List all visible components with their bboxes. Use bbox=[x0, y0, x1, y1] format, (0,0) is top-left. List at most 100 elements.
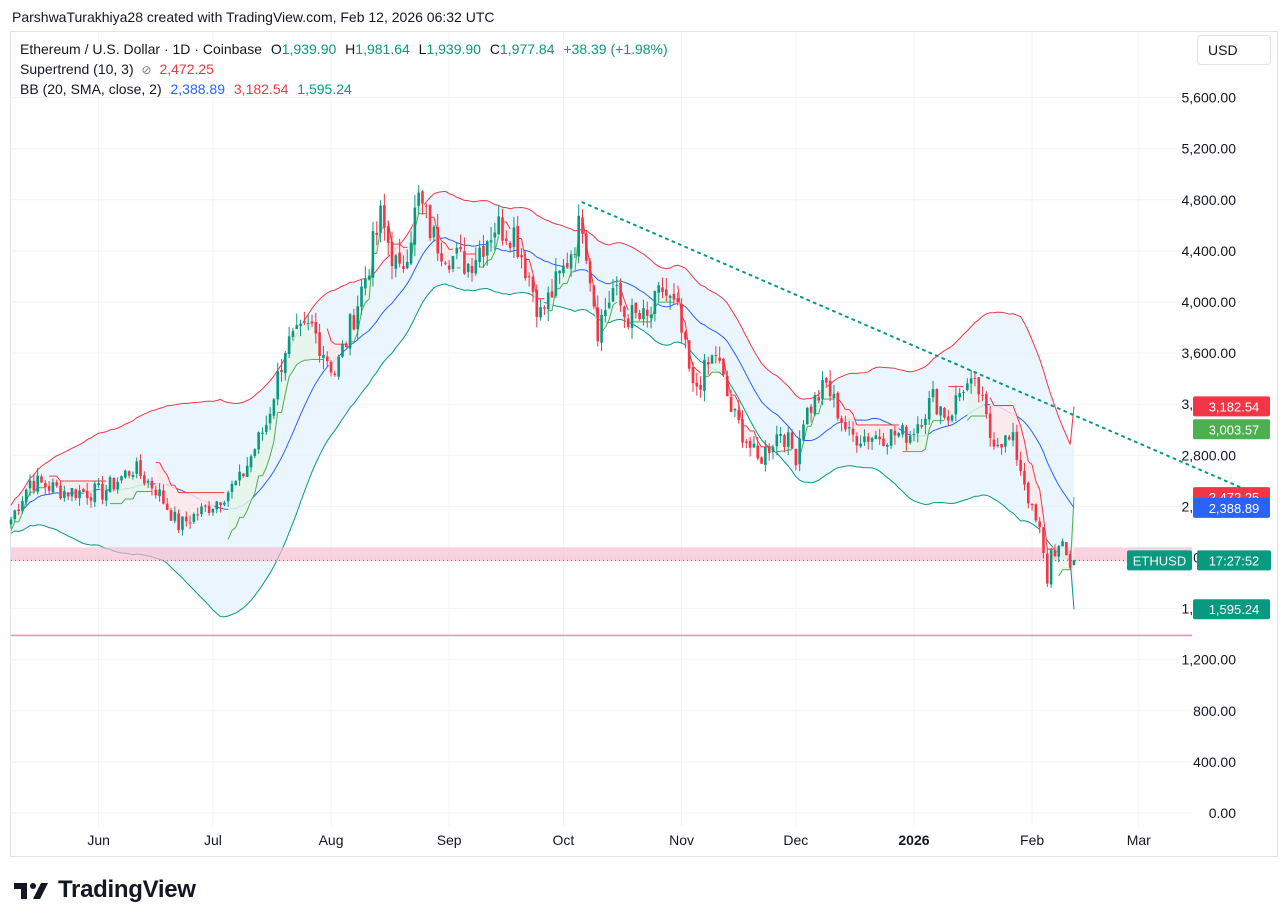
candle-down bbox=[352, 308, 356, 331]
candle-body bbox=[908, 435, 912, 443]
candle-body bbox=[813, 395, 817, 415]
candle-body bbox=[634, 302, 638, 314]
currency-button[interactable]: USD bbox=[1197, 35, 1271, 65]
trendline bbox=[581, 201, 1251, 493]
candle-up bbox=[322, 345, 325, 370]
candle-body bbox=[226, 492, 230, 502]
supertrend-label[interactable]: Supertrend (10, 3) bbox=[20, 60, 134, 77]
candle-body bbox=[966, 383, 969, 391]
bb-label[interactable]: BB (20, SMA, close, 2) bbox=[20, 81, 162, 97]
candle-up bbox=[668, 294, 672, 310]
candle-up bbox=[546, 286, 550, 322]
candle-up bbox=[870, 436, 874, 451]
candle-up bbox=[124, 469, 127, 479]
candle-body bbox=[1057, 546, 1061, 557]
candle-body bbox=[234, 481, 238, 486]
supertrend-up-segment bbox=[608, 304, 614, 320]
candle-body bbox=[478, 247, 481, 262]
chart-caption: ParshwaTurakhiya28 created with TradingV… bbox=[12, 9, 495, 25]
supertrend-up-segment bbox=[273, 412, 279, 442]
candle-down bbox=[748, 436, 752, 457]
candle-body bbox=[1026, 482, 1030, 504]
candle-body bbox=[43, 482, 47, 488]
candle-down bbox=[935, 388, 939, 416]
candle-down bbox=[809, 404, 813, 423]
symbol-tag[interactable] bbox=[1127, 550, 1192, 571]
descending-trendline[interactable] bbox=[581, 201, 1251, 493]
candle-body bbox=[607, 302, 611, 308]
x-tick-label: Aug bbox=[319, 832, 344, 848]
candle-up bbox=[97, 477, 100, 489]
visibility-off-icon[interactable]: ⊘ bbox=[141, 62, 152, 77]
legend-supertrend-row: Supertrend (10, 3) ⊘ 2,472.25 bbox=[20, 60, 668, 81]
supertrend-down-fill bbox=[1009, 405, 1014, 440]
candle-up bbox=[394, 253, 398, 278]
candle-up bbox=[1004, 435, 1007, 453]
candle-body bbox=[1015, 431, 1019, 461]
supertrend-down-segment bbox=[852, 414, 858, 426]
candle-body bbox=[329, 361, 333, 373]
candle-body bbox=[668, 295, 672, 298]
supertrend-down-segment bbox=[159, 462, 164, 471]
supertrend-up-fill bbox=[243, 465, 248, 518]
supertrend-up-fill bbox=[662, 291, 667, 303]
candle-body bbox=[573, 253, 577, 255]
candle-body bbox=[649, 314, 653, 318]
candle-body bbox=[9, 519, 13, 525]
candle-down bbox=[729, 389, 733, 413]
candle-up bbox=[798, 430, 801, 472]
supertrend-up-segment bbox=[810, 413, 816, 427]
candle-down bbox=[714, 346, 718, 364]
candle-down bbox=[741, 410, 744, 448]
candle-body bbox=[832, 393, 836, 399]
supertrend-up-segment bbox=[246, 500, 252, 511]
candle-body bbox=[356, 306, 360, 330]
candle-down bbox=[85, 482, 89, 505]
candle-body bbox=[1072, 560, 1076, 566]
candle-body bbox=[1030, 504, 1034, 506]
candle-down bbox=[527, 272, 531, 287]
candle-down bbox=[718, 346, 721, 364]
symbol-title[interactable]: Ethereum / U.S. Dollar · 1D · Coinbase bbox=[20, 41, 262, 57]
supertrend-up-segment bbox=[262, 467, 267, 476]
candle-down bbox=[127, 470, 131, 479]
candle-down bbox=[383, 193, 386, 241]
candle-up bbox=[226, 490, 230, 507]
candle-body bbox=[969, 378, 973, 384]
candle-body bbox=[127, 471, 131, 476]
open-label: O bbox=[270, 41, 282, 57]
tradingview-logo: TradingView bbox=[14, 876, 196, 904]
supertrend-down-fill bbox=[197, 492, 202, 516]
candle-down bbox=[386, 220, 390, 256]
candle-body bbox=[954, 395, 958, 415]
candle-up bbox=[36, 468, 39, 495]
candle-body bbox=[78, 490, 81, 499]
candle-up bbox=[93, 481, 97, 507]
candle-down bbox=[1015, 424, 1019, 466]
supertrend-down-segment bbox=[1020, 426, 1025, 442]
candle-body bbox=[1011, 432, 1015, 441]
candle-body bbox=[459, 246, 462, 250]
y-tick-label: 1,200.00 bbox=[1182, 652, 1237, 668]
candle-down bbox=[47, 481, 51, 496]
candle-body bbox=[66, 492, 70, 497]
supertrend-down-fill bbox=[872, 424, 876, 439]
legend-bb-row: BB (20, SMA, close, 2) 2,388.89 3,182.54… bbox=[20, 80, 668, 100]
chart-pane[interactable] bbox=[10, 31, 1278, 857]
supertrend-down-fill bbox=[334, 344, 339, 376]
supertrend-down-segment bbox=[757, 441, 762, 448]
candle-up bbox=[924, 414, 927, 435]
candle-up bbox=[733, 408, 737, 418]
candle-up bbox=[284, 351, 287, 381]
candle-down bbox=[66, 492, 70, 501]
candle-up bbox=[996, 437, 1000, 448]
candle-up bbox=[230, 480, 234, 499]
candle-up bbox=[821, 371, 824, 406]
candle-up bbox=[573, 247, 577, 259]
y-tick-label: 4,000.00 bbox=[1182, 294, 1237, 310]
candle-down bbox=[665, 278, 668, 302]
supertrend-down-segment bbox=[1035, 481, 1041, 490]
supertrend-down-segment bbox=[1043, 516, 1048, 550]
candle-body bbox=[935, 389, 939, 415]
